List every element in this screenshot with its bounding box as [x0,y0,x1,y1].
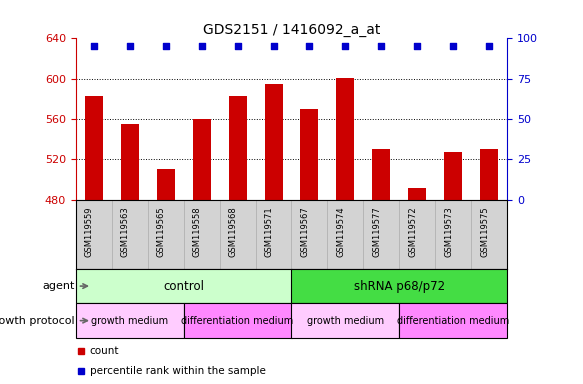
Bar [76,269,292,303]
Title: GDS2151 / 1416092_a_at: GDS2151 / 1416092_a_at [203,23,380,37]
Bar [480,149,498,200]
Bar [76,303,184,338]
Text: GSM119558: GSM119558 [192,207,202,257]
Text: GSM119575: GSM119575 [480,207,489,257]
Point [197,43,206,50]
Bar [399,303,507,338]
Point [448,43,458,50]
Text: differentiation medium: differentiation medium [181,316,294,326]
Bar [229,96,247,200]
Text: control: control [163,280,204,293]
Bar [192,119,210,200]
Text: percentile rank within the sample: percentile rank within the sample [90,366,266,376]
Bar [373,149,391,200]
Point [377,43,386,50]
Text: GSM119571: GSM119571 [265,207,273,257]
Text: GSM119563: GSM119563 [121,207,129,257]
Text: agent: agent [43,281,75,291]
Bar [265,84,283,200]
Point [340,43,350,50]
Point [161,43,170,50]
Text: count: count [90,346,120,356]
Text: GSM119577: GSM119577 [373,207,381,257]
Bar [184,303,292,338]
Bar [336,78,354,200]
Point [269,43,278,50]
Bar [121,124,139,200]
Text: growth protocol: growth protocol [0,316,75,326]
Text: GSM119574: GSM119574 [336,207,345,257]
Text: growth medium: growth medium [91,316,168,326]
Text: GSM119572: GSM119572 [408,207,417,257]
Bar [444,152,462,200]
Bar [292,269,507,303]
Text: growth medium: growth medium [307,316,384,326]
Bar [408,188,426,200]
Point [233,43,242,50]
Point [305,43,314,50]
Bar [157,169,175,200]
Text: GSM119565: GSM119565 [157,207,166,257]
Text: GSM119567: GSM119567 [300,207,310,257]
Text: GSM119568: GSM119568 [229,207,238,257]
Text: GSM119573: GSM119573 [444,207,453,257]
Bar [85,96,103,200]
Point [484,43,494,50]
Text: GSM119559: GSM119559 [85,207,94,257]
Point [125,43,134,50]
Point [89,43,99,50]
Point [413,43,422,50]
Bar [292,303,399,338]
Bar [300,109,318,200]
Text: shRNA p68/p72: shRNA p68/p72 [354,280,445,293]
Text: differentiation medium: differentiation medium [397,316,510,326]
